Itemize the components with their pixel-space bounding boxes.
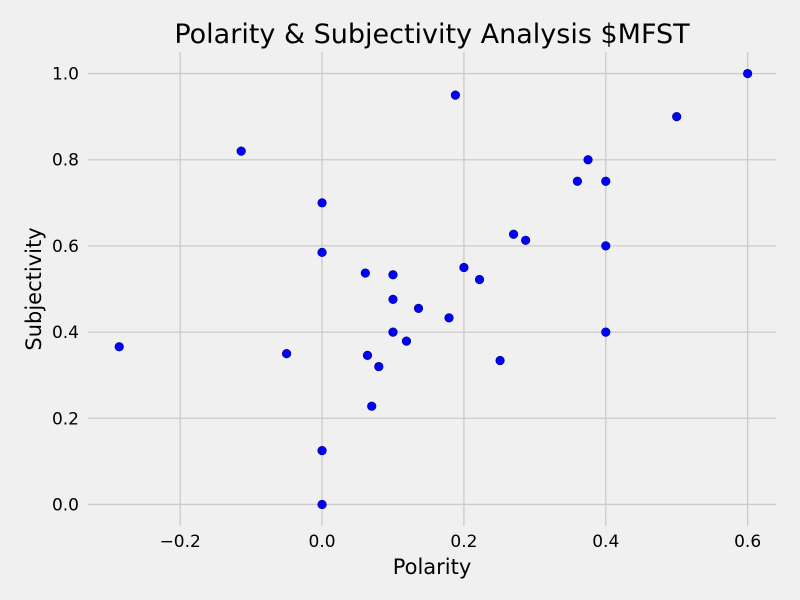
data-point — [388, 294, 398, 304]
y-tick-label: 0.4 — [52, 323, 79, 343]
data-point — [601, 176, 611, 186]
x-tick-label: 0.4 — [592, 532, 619, 552]
y-axis-label: Subjectivity — [22, 227, 46, 350]
data-point — [317, 445, 327, 456]
grid-lines — [88, 52, 776, 526]
data-point — [508, 229, 519, 239]
data-point — [317, 198, 327, 208]
data-point — [583, 155, 593, 165]
x-tick-label: 0.2 — [450, 532, 477, 552]
x-tick-label: −0.2 — [160, 532, 201, 552]
chart-title: Polarity & Subjectivity Analysis $MFST — [174, 19, 690, 50]
y-tick-label: 1.0 — [52, 65, 79, 85]
y-tick-label: 0.2 — [52, 409, 79, 429]
data-point — [388, 327, 398, 337]
data-point — [743, 68, 753, 79]
data-point — [388, 270, 398, 280]
data-point — [374, 361, 384, 372]
data-point — [444, 313, 454, 323]
data-point — [114, 342, 124, 352]
tick-labels: −0.2 0.0 0.2 0.4 0.6 0.0 0.2 0.4 0.6 0.8 1.0 — [52, 65, 761, 552]
data-point — [236, 146, 246, 156]
data-point — [459, 262, 469, 273]
x-tick-label: 0.0 — [309, 532, 336, 552]
data-point — [413, 303, 424, 313]
data-point — [572, 176, 583, 186]
x-tick-label: 0.6 — [734, 532, 761, 552]
data-point — [521, 235, 531, 245]
data-point — [450, 90, 461, 100]
y-tick-label: 0.0 — [52, 495, 79, 515]
y-tick-label: 0.6 — [52, 237, 79, 257]
data-point — [401, 336, 412, 346]
x-axis-label: Polarity — [393, 555, 472, 579]
data-points — [114, 68, 753, 510]
data-point — [360, 268, 370, 278]
y-tick-label: 0.8 — [52, 151, 79, 171]
data-point — [367, 401, 377, 411]
data-point — [474, 274, 485, 285]
data-point — [317, 499, 327, 510]
data-point — [362, 350, 373, 360]
data-point — [601, 327, 611, 337]
data-point — [601, 241, 611, 251]
data-point — [672, 112, 682, 122]
data-point — [495, 355, 505, 366]
data-point — [317, 247, 327, 257]
data-point — [281, 349, 292, 359]
plot-area — [88, 52, 776, 526]
